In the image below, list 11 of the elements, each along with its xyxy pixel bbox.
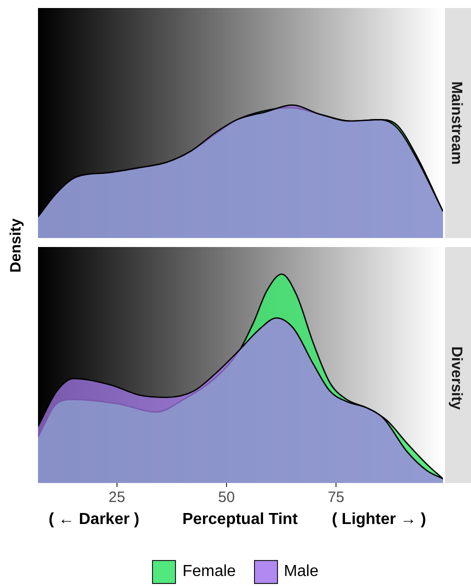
x-axis-title: Perceptual Tint <box>182 511 298 529</box>
legend-label: Female <box>182 563 236 581</box>
text: ( Lighter → ) <box>332 511 426 529</box>
legend-label: Male <box>284 563 319 581</box>
x-tick-label: 50 <box>218 489 235 506</box>
text: Mainstream <box>448 81 465 165</box>
text: Diversity <box>448 346 465 410</box>
x-tick-label: 75 <box>328 489 344 506</box>
text: ( ← Darker ) <box>48 511 140 529</box>
x-tick-label: 25 <box>108 489 126 506</box>
y-axis-title: Density <box>8 218 25 272</box>
